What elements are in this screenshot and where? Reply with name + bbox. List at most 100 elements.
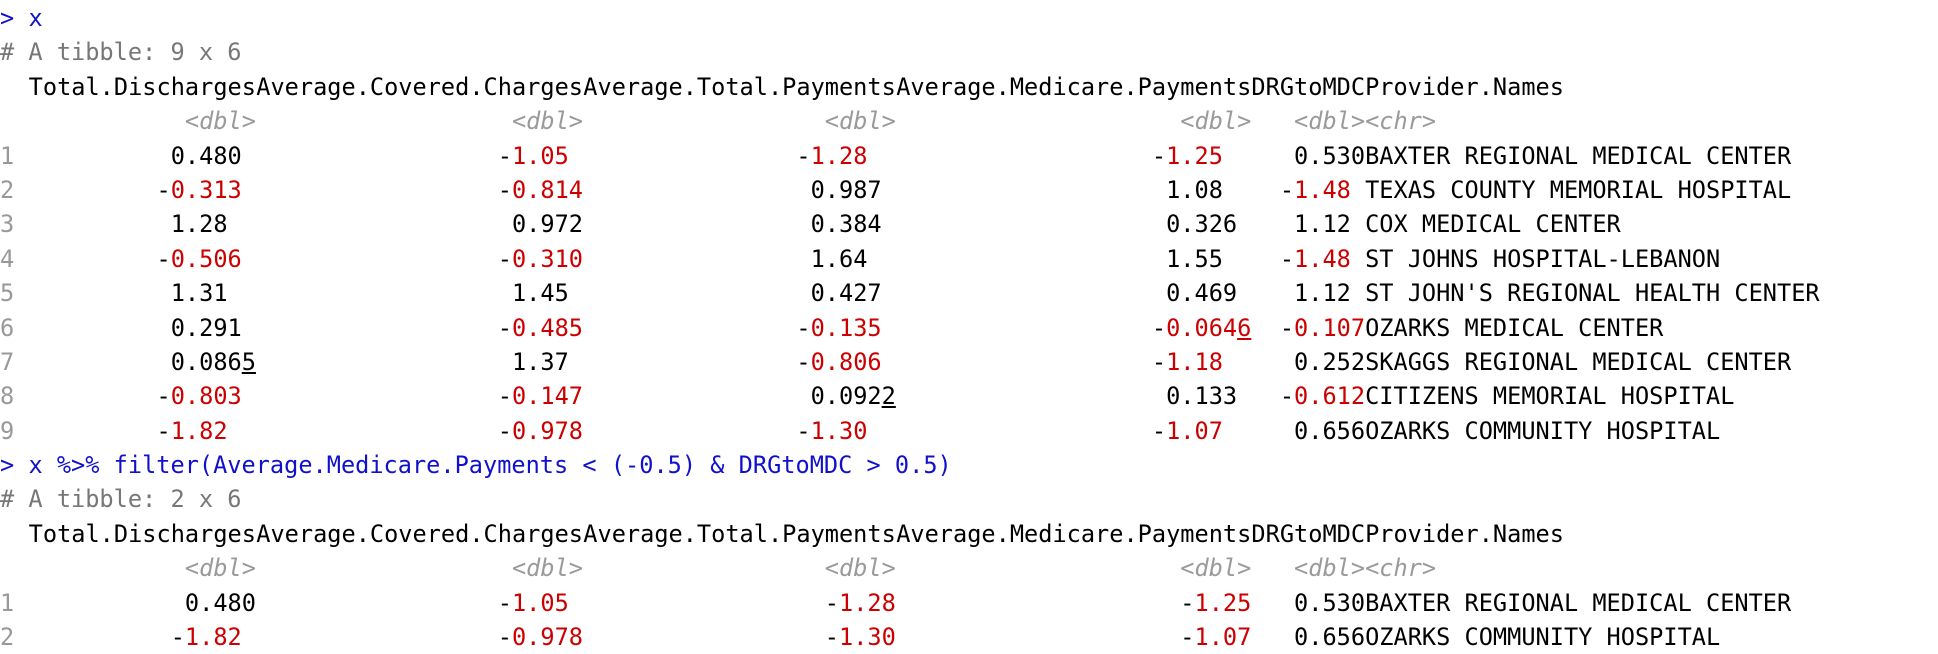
numeric-display: -1.82 — [156, 416, 228, 445]
numeric-cell: -1.30-1.30 — [583, 620, 896, 654]
numeric-display: -1.25 — [1151, 141, 1223, 170]
numeric-cell: 0.6560.656 — [1251, 414, 1365, 448]
row-index: 2 — [0, 175, 15, 204]
numeric-display: -1.48 — [1279, 244, 1351, 273]
numeric-cell: 1.311.31 — [28, 276, 256, 310]
numeric-display: -0.978 — [497, 623, 583, 652]
column-header: Provider.Names — [1365, 519, 1564, 548]
column-type: <dbl> — [184, 554, 256, 583]
column-header: Average.Total.Payments — [583, 519, 896, 548]
numeric-cell: -1.30-1.30 — [583, 414, 896, 448]
numeric-display: 0.987 — [810, 175, 882, 204]
provider-name: TEXAS COUNTY MEMORIAL HOSPITAL — [1365, 175, 1792, 204]
numeric-cell: 0.5300.530 — [1251, 139, 1365, 173]
numeric-cell: 0.4800.480 — [28, 139, 256, 173]
numeric-cell: 1.121.12 — [1251, 207, 1365, 241]
provider-name: ST JOHN'S REGIONAL HEALTH CENTER — [1365, 279, 1820, 308]
column-header: Total.Discharges — [28, 519, 256, 548]
provider-name: OZARKS COMMUNITY HOSPITAL — [1365, 623, 1721, 652]
numeric-cell: 0.4690.469 — [896, 276, 1252, 310]
numeric-display: 1.45 — [511, 279, 569, 308]
numeric-cell: 0.4800.480 — [28, 586, 256, 620]
numeric-display: -0.107 — [1279, 313, 1366, 342]
numeric-display: -0.313 — [156, 175, 242, 204]
numeric-display: -1.30 — [796, 416, 868, 445]
numeric-display: -0.135 — [796, 313, 882, 342]
numeric-cell: 1.121.12 — [1251, 276, 1365, 310]
column-type: <chr> — [1365, 554, 1437, 583]
provider-name: CITIZENS MEMORIAL HOSPITAL — [1365, 382, 1735, 411]
row-gutter — [0, 70, 28, 104]
numeric-display: -1.30 — [824, 623, 896, 652]
numeric-cell: -0.806-0.806 — [583, 345, 896, 379]
row-index: 8 — [0, 382, 15, 411]
column-type: <chr> — [1365, 107, 1437, 136]
provider-name: OZARKS COMMUNITY HOSPITAL — [1365, 416, 1721, 445]
numeric-display: -1.82 — [170, 623, 242, 652]
row-index: 7 — [0, 347, 15, 376]
numeric-display: -0.806 — [796, 347, 882, 376]
row-index: 1 — [0, 588, 15, 617]
numeric-display: -0.612 — [1279, 382, 1366, 411]
table-row: 9 -1.82-1.82 -0.978-0.978 -1.30-1.30 -1.0… — [0, 414, 1938, 448]
row-gutter — [0, 517, 28, 551]
numeric-cell: -1.05-1.05 — [256, 139, 583, 173]
numeric-cell: -1.48-1.48 — [1251, 173, 1365, 207]
numeric-cell: 0.1330.133 — [896, 379, 1252, 413]
numeric-display: -0.147 — [497, 382, 583, 411]
numeric-display: 0.384 — [810, 210, 882, 239]
numeric-cell: -1.28-1.28 — [583, 139, 896, 173]
numeric-display: 0.656 — [1294, 416, 1366, 445]
column-header-row: Total.Discharges Average.Covered.Charges… — [0, 517, 1938, 551]
row-index: 3 — [0, 210, 15, 239]
numeric-display: -0.814 — [497, 175, 583, 204]
command-line: > x — [0, 1, 1938, 35]
numeric-cell: 0.08650.0865 — [28, 345, 256, 379]
numeric-display: -0.803 — [156, 382, 242, 411]
row-index: 5 — [0, 279, 15, 308]
row-gutter — [0, 551, 28, 585]
numeric-cell: -0.0646-0.0646 — [896, 311, 1251, 345]
numeric-display: 1.28 — [170, 210, 228, 239]
row-index: 1 — [0, 141, 15, 170]
column-header: Average.Medicare.Payments — [896, 519, 1252, 548]
column-header: Average.Covered.Charges — [256, 519, 583, 548]
numeric-cell: 1.641.64 — [583, 242, 896, 276]
numeric-display: 0.530 — [1294, 588, 1366, 617]
column-header: Average.Total.Payments — [583, 72, 896, 101]
numeric-display: 0.0922 — [810, 382, 896, 411]
numeric-cell: -1.07-1.07 — [896, 414, 1252, 448]
numeric-display: 1.12 — [1294, 210, 1351, 239]
numeric-display: -1.05 — [497, 588, 569, 617]
column-type: <dbl> — [1180, 107, 1252, 136]
numeric-cell: -1.82-1.82 — [28, 620, 256, 654]
numeric-display: -0.485 — [497, 313, 583, 342]
table-row: 2 -1.82-1.82 -0.978-0.978 -1.30-1.30 -1.0… — [0, 620, 1938, 654]
numeric-display: -1.05 — [497, 141, 569, 170]
table-row: 6 0.2910.291 -0.485-0.485 -0.135-0.135 -0… — [0, 311, 1938, 345]
table-row: 10.4800.480 -1.05-1.05 -1.28-1.28 -1.25-… — [0, 586, 1938, 620]
numeric-cell: 0.3260.326 — [896, 207, 1252, 241]
numeric-cell: -0.978-0.978 — [256, 620, 583, 654]
column-type: <dbl> — [511, 554, 583, 583]
numeric-cell: -0.135-0.135 — [583, 311, 896, 345]
numeric-display: 0.427 — [810, 279, 882, 308]
numeric-cell: -1.28-1.28 — [583, 586, 896, 620]
tibble-header: # A tibble: 2 x 6 — [0, 485, 242, 514]
numeric-cell: -0.506-0.506 — [28, 242, 256, 276]
row-index: 6 — [0, 313, 15, 342]
provider-name: BAXTER REGIONAL MEDICAL CENTER — [1365, 588, 1792, 617]
column-header-row: Total.Discharges Average.Covered.Charges… — [0, 70, 1938, 104]
command-text: x — [28, 4, 43, 32]
numeric-display: 1.55 — [1166, 244, 1223, 273]
column-type: <dbl> — [824, 554, 896, 583]
numeric-display: 1.64 — [810, 244, 868, 273]
numeric-display: 1.12 — [1294, 279, 1351, 308]
provider-name: COX MEDICAL CENTER — [1365, 210, 1621, 239]
table-row: 2 -0.313-0.313 -0.814-0.814 0.9870.987 1.… — [0, 173, 1938, 207]
numeric-display: 0.326 — [1166, 210, 1238, 239]
